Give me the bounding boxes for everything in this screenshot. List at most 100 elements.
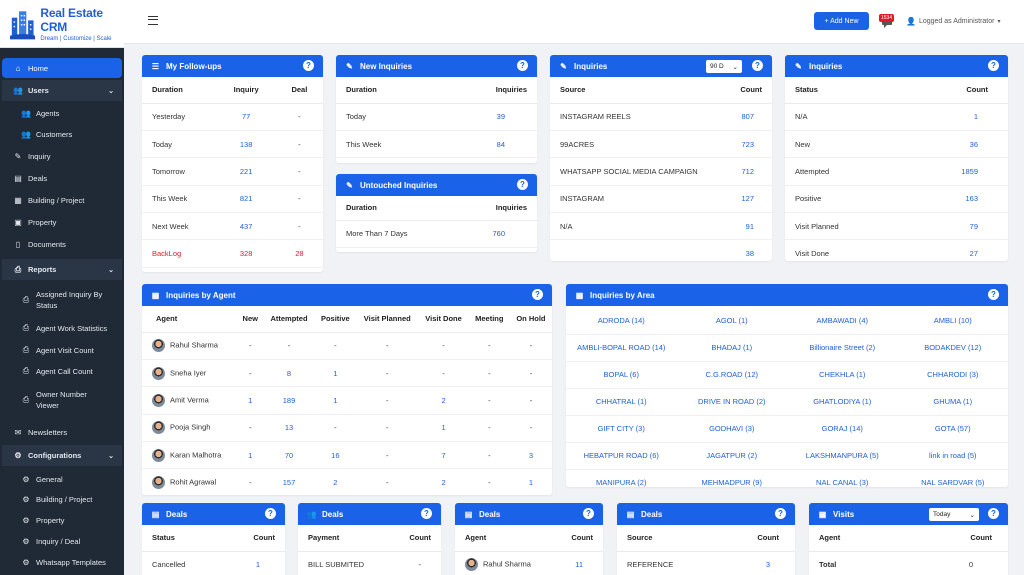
area-link[interactable]: GOTA (57) [897, 415, 1008, 443]
period-select[interactable]: 90 D ⌄ [706, 60, 742, 73]
deals-agent-table: Agent Count Rahul Sharma 11 [455, 525, 603, 575]
brand-logo[interactable]: Real Estate CRM Dream | Customize | Scal… [0, 0, 124, 48]
help-icon[interactable]: ? [775, 508, 786, 519]
area-link[interactable]: MEHMADPUR (9) [676, 469, 787, 487]
card-header: ✎ Inquiries? [785, 55, 1008, 77]
sidebar-item-label: Property [28, 217, 57, 227]
area-link[interactable]: CHHATRAL (1) [566, 388, 677, 416]
column-header: Meeting [468, 306, 510, 333]
sidebar-item-building-project[interactable]: ▦ Building / Project [2, 193, 122, 207]
sidebar-item-inquiry[interactable]: ✎ Inquiry [2, 149, 122, 163]
add-new-button[interactable]: + Add New [814, 12, 869, 30]
help-icon[interactable]: ? [303, 60, 314, 71]
area-link[interactable]: MANIPURA (2) [566, 469, 677, 487]
printer-icon: ⎙ [22, 323, 30, 332]
sidebar-item-inquiry-deal[interactable]: ⚙ Inquiry / Deal [2, 534, 122, 548]
table-row: N/A 91 [550, 212, 772, 241]
sidebar-item-reports[interactable]: ⎙ Reports ⌄ [2, 259, 122, 280]
sidebar-item-agents[interactable]: 👥 Agents [2, 106, 122, 120]
area-link[interactable]: AGOL (1) [676, 307, 787, 335]
sidebar-item-agent-call-count[interactable]: ⎙ Agent Call Count [2, 364, 122, 378]
help-icon[interactable]: ? [517, 179, 528, 190]
area-link[interactable]: CHHARODI (3) [897, 361, 1008, 389]
agents-icon: 👥 [21, 108, 31, 118]
help-icon[interactable]: ? [988, 60, 999, 71]
card-title: New Inquiries [360, 61, 413, 71]
area-link[interactable]: link in road (5) [897, 442, 1008, 470]
area-link[interactable]: BOPAL (6) [566, 361, 677, 389]
help-icon[interactable]: ? [583, 508, 594, 519]
area-link[interactable]: C.G.ROAD (12) [676, 361, 787, 389]
area-link[interactable]: GHATLODIYA (1) [787, 388, 898, 416]
area-link[interactable]: AMBLI (10) [897, 307, 1008, 335]
table-row: Pooja Singh -13- -1- - [142, 414, 552, 443]
area-link[interactable]: ADRODA (14) [566, 307, 677, 335]
sidebar-item-users[interactable]: 👥 Users ⌄ [2, 80, 122, 101]
edit-icon: ✎ [346, 61, 353, 71]
help-icon[interactable]: ? [421, 508, 432, 519]
sidebar-item-general[interactable]: ⚙ General [2, 472, 122, 486]
table-row: New 36 [785, 130, 1008, 159]
visits-card: ▦ Visits Today ⌄ ? Agent Count Total 0 [809, 503, 1008, 575]
sidebar-item-documents[interactable]: ▯ Documents [2, 237, 122, 251]
area-link[interactable]: HEBATPUR ROAD (6) [566, 442, 677, 470]
deals-status-card: ▤ Deals? Status Count Cancelled 1 [142, 503, 285, 575]
area-link[interactable]: GORAJ (14) [787, 415, 898, 443]
sidebar-item-config-building-project[interactable]: ⚙ Building / Project [2, 492, 122, 506]
sidebar-item-agent-work-statistics[interactable]: ⎙ Agent Work Statistics [2, 321, 122, 335]
gear-icon: ⚙ [22, 557, 30, 567]
deals-status-table: Status Count Cancelled 1 [142, 525, 285, 575]
help-icon[interactable]: ? [752, 60, 763, 71]
area-link[interactable]: GIFT CITY (3) [566, 415, 677, 443]
avatar [152, 366, 165, 380]
sidebar-item-home[interactable]: ⌂ Home [2, 58, 122, 78]
sidebar-item-config-property[interactable]: ⚙ Property [2, 513, 122, 527]
area-link[interactable]: DRIVE IN ROAD (2) [676, 388, 787, 416]
column-header: Count [390, 525, 441, 552]
area-link[interactable]: AMBAWADI (4) [787, 307, 898, 335]
area-link[interactable]: GODHAVI (3) [676, 415, 787, 443]
column-header: Duration [142, 77, 217, 104]
table-row: Next Week 437- [142, 212, 323, 241]
area-link[interactable]: NAL CANAL (3) [787, 469, 898, 487]
sidebar-item-deals[interactable]: ▤ Deals [2, 171, 122, 185]
sidebar-item-agent-visit-count[interactable]: ⎙ Agent Visit Count [2, 343, 122, 357]
sidebar-item-assigned-inquiry[interactable]: ⎙ Assigned Inquiry By Status [2, 287, 122, 313]
sidebar-item-customers[interactable]: 👥 Customers [2, 127, 122, 141]
area-link[interactable]: AMBLI-BOPAL ROAD (14) [566, 334, 677, 362]
area-link[interactable]: BHADAJ (1) [676, 334, 787, 362]
area-link[interactable]: CHEKHLA (1) [787, 361, 898, 389]
period-select[interactable]: Today ⌄ [929, 508, 979, 521]
hamburger-menu-icon[interactable] [148, 16, 158, 25]
area-link[interactable]: JAGATPUR (2) [676, 442, 787, 470]
avatar [152, 448, 165, 462]
edit-icon: ✎ [795, 61, 802, 71]
table-row: BILL SUBMITED - [298, 551, 441, 575]
area-link[interactable]: BODAKDEV (12) [897, 334, 1008, 362]
area-link[interactable]: Billionaire Street (2) [787, 334, 898, 362]
table-row: Sneha Iyer -8 1- - - - [142, 359, 552, 388]
area-link[interactable]: LAKSHMANPURA (5) [787, 442, 898, 470]
table-row: Karan Malhotra 1 70 16-7-3 [142, 441, 552, 470]
help-icon[interactable]: ? [265, 508, 276, 519]
building-icon: ▦ [575, 290, 584, 300]
help-icon[interactable]: ? [517, 60, 528, 71]
table-row: Positive 163 [785, 185, 1008, 214]
table-row: MANIPURA (2) MEHMADPUR (9) NAL CANAL (3) NA… [566, 469, 1008, 487]
sidebar-item-newsletters[interactable]: ✉ Newsletters [2, 425, 122, 439]
edit-icon: ✎ [560, 61, 567, 71]
users-icon: 👥 [306, 509, 317, 519]
chevron-down-icon: ⌄ [108, 266, 114, 274]
area-link[interactable]: NAL SARDVAR (5) [897, 469, 1008, 487]
area-link[interactable]: GHUMA (1) [897, 388, 1008, 416]
inquiries-status-card: ✎ Inquiries? Status Count N/A 1 New 36 Attem… [785, 55, 1008, 261]
sidebar-item-whatsapp-templates[interactable]: ⚙ Whatsapp Templates [2, 555, 122, 569]
sidebar-item-label: Assigned Inquiry By [36, 290, 103, 299]
sidebar-item-owner-number-viewer[interactable]: ⎙ Owner Number Viewer [2, 387, 122, 413]
user-menu[interactable]: 👤 Logged as Administrator ▾ [906, 17, 1000, 26]
help-icon[interactable]: ? [988, 508, 999, 519]
sidebar-item-property[interactable]: ▣ Property [2, 215, 122, 229]
help-icon[interactable]: ? [988, 289, 999, 300]
sidebar-item-configurations[interactable]: ⚙ Configurations ⌄ [2, 445, 122, 466]
help-icon[interactable]: ? [532, 289, 543, 300]
